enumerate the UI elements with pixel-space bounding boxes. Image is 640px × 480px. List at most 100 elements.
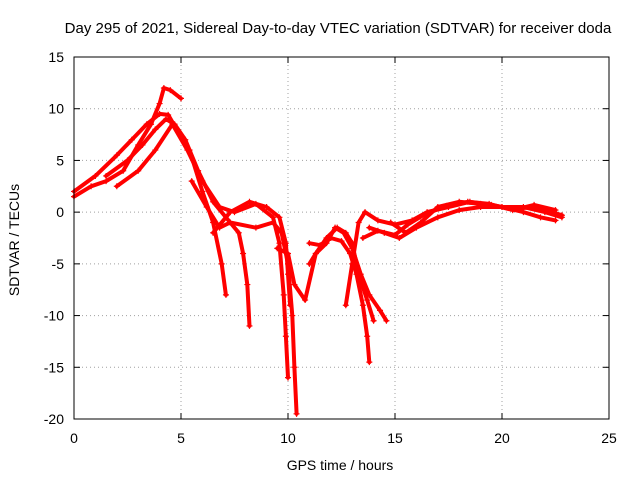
data-point — [135, 167, 142, 174]
x-tick-label: 20 — [494, 430, 510, 446]
data-point — [421, 211, 428, 218]
data-point — [276, 240, 283, 247]
data-point — [362, 209, 369, 216]
data-point — [152, 126, 159, 133]
data-point — [103, 178, 110, 185]
data-point — [244, 281, 251, 288]
series-line — [114, 122, 290, 380]
data-point — [374, 227, 381, 234]
data-point — [306, 240, 313, 247]
data-point — [120, 167, 127, 174]
data-point — [464, 198, 471, 205]
data-point — [404, 221, 411, 228]
data-point — [291, 281, 298, 288]
plot-frame — [73, 56, 610, 420]
axes: 0 5 10 15 20 25 -20 -15 -10 -5 0 5 10 15 — [44, 49, 617, 446]
series-line — [72, 86, 183, 199]
series-arc-5 — [188, 178, 253, 329]
data-point — [178, 95, 184, 102]
y-tick-label: -5 — [52, 256, 65, 272]
data-point — [113, 183, 120, 190]
data-point — [364, 333, 371, 340]
data-point — [289, 312, 296, 319]
data-point — [124, 157, 131, 164]
data-point — [92, 172, 99, 179]
data-point — [184, 147, 191, 154]
data-point — [552, 207, 559, 214]
chart-title: Day 295 of 2021, Sidereal Day-to-day VTE… — [65, 20, 612, 37]
data-point — [199, 178, 206, 185]
data-point — [128, 136, 135, 143]
data-point — [520, 209, 527, 216]
data-point — [252, 224, 259, 231]
data-point — [558, 214, 565, 221]
data-point — [227, 219, 234, 226]
series-line — [343, 199, 564, 308]
data-point — [280, 291, 287, 298]
data-point — [370, 317, 377, 324]
data-point — [392, 231, 398, 238]
data-point — [323, 240, 330, 247]
y-axis-label: SDTVAR / TECUs — [6, 184, 22, 296]
data-point — [377, 307, 384, 314]
data-point — [156, 110, 163, 117]
data-point — [285, 374, 291, 381]
data-point — [169, 121, 176, 128]
x-tick-label: 10 — [280, 430, 296, 446]
data-point — [366, 359, 373, 366]
data-point — [302, 297, 309, 304]
y-tick-label: 5 — [56, 152, 64, 168]
series-line — [211, 199, 293, 308]
data-point — [274, 245, 281, 252]
y-tick-label: 10 — [48, 101, 64, 117]
data-series — [71, 85, 565, 417]
data-point — [366, 224, 373, 231]
data-point — [246, 198, 253, 205]
data-point — [456, 207, 463, 214]
data-point — [227, 209, 234, 216]
data-point — [163, 116, 170, 123]
data-point — [210, 229, 217, 236]
data-point — [156, 100, 163, 107]
data-point — [537, 214, 544, 221]
data-point — [88, 183, 95, 190]
data-point — [246, 322, 253, 329]
data-point — [531, 201, 538, 208]
data-point — [276, 214, 283, 221]
data-point — [383, 317, 390, 324]
data-point — [103, 172, 110, 179]
data-point — [552, 217, 559, 224]
data-point — [359, 302, 366, 309]
data-point — [338, 238, 345, 245]
x-tick-label: 5 — [177, 430, 185, 446]
data-point — [541, 209, 548, 216]
data-point — [143, 121, 150, 128]
data-point — [167, 87, 174, 94]
series-line — [189, 179, 252, 328]
data-point — [139, 141, 146, 148]
data-point — [306, 260, 313, 267]
data-point — [235, 229, 242, 236]
data-point — [165, 111, 172, 118]
data-point — [113, 152, 120, 159]
data-point — [216, 203, 223, 210]
y-tick-label: -20 — [44, 411, 64, 427]
data-point — [364, 297, 371, 304]
data-point — [349, 260, 356, 267]
x-tick-label: 25 — [601, 430, 617, 446]
data-point — [240, 250, 247, 257]
data-point — [374, 217, 381, 224]
data-point — [387, 219, 394, 226]
data-point — [263, 203, 270, 210]
data-point — [285, 250, 291, 257]
x-tick-label: 15 — [387, 430, 403, 446]
data-point — [342, 302, 349, 309]
data-point — [188, 178, 195, 185]
data-point — [270, 214, 277, 221]
data-point — [218, 260, 225, 267]
data-point — [160, 85, 167, 92]
y-tick-label: 15 — [48, 49, 64, 65]
data-point — [402, 229, 409, 236]
series-line — [104, 117, 299, 416]
